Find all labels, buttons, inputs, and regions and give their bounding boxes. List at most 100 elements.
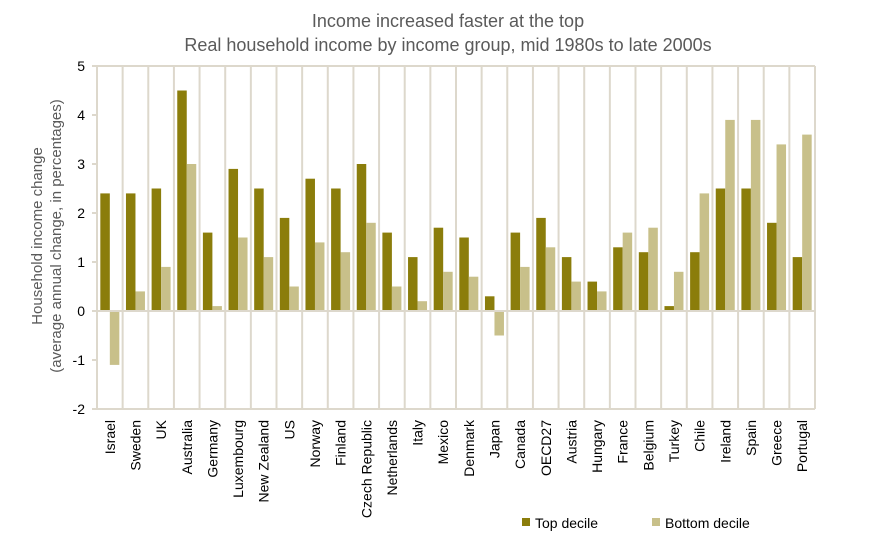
bar-top-decile [561,257,572,311]
bar-top-decile [690,252,700,311]
bar-top-decile [177,90,187,311]
bar-top-decile [587,281,598,311]
bar-top-decile [202,232,213,311]
x-category-label: Israel [102,420,118,454]
bar-bottom-decile [520,266,530,311]
legend-swatch [522,518,530,526]
x-category-label: Denmark [461,419,477,477]
bar-bottom-decile [340,252,351,311]
bar-top-decile [279,217,290,311]
bar-top-decile [510,232,521,311]
bar-top-decile [100,193,110,311]
y-axis-label-line2: (average annual change, in percentages) [48,99,65,373]
bar-bottom-decile [622,232,633,311]
bar-bottom-decile [417,301,428,311]
bar-bottom-decile [750,119,761,312]
x-category-label: Italy [410,420,426,446]
y-tick-label: 5 [77,58,85,74]
bar-top-decile [536,217,546,311]
bar-top-decile [228,168,239,311]
bar-top-decile [331,188,341,311]
bar-bottom-decile [673,271,684,311]
bar-top-decile [433,227,444,311]
bar-bottom-decile [366,222,376,311]
x-category-label: Norway [307,420,323,467]
bar-bottom-decile [443,271,453,311]
bar-bottom-decile [545,247,556,311]
y-tick-label: 0 [77,303,85,319]
x-category-label: Austria [563,420,579,464]
x-category-label: Australia [179,420,195,475]
x-category-label: Japan [486,420,502,458]
x-category-label: OECD27 [538,420,554,476]
x-category-label: Greece [769,420,785,466]
y-tick-labels: -2 -1 0 1 2 3 4 5 [73,58,86,417]
bar-top-decile [767,222,777,311]
x-category-label: Sweden [127,420,143,471]
bar-bottom-decile [186,164,197,311]
y-tick-label: 2 [77,205,85,221]
bar-top-decile [408,257,418,311]
bar-bottom-decile [597,291,607,311]
x-category-label: Portugal [794,420,810,472]
x-category-labels: Israel Sweden UK Australia Germany Luxembourg… [102,419,810,518]
y-tick-label: -2 [73,401,86,417]
bar-bottom-decile [776,144,787,311]
y-tick-label: 4 [77,107,85,123]
y-tick-label: 3 [77,156,85,172]
bar-top-decile [356,164,367,311]
bar-top-decile [382,232,392,311]
bar-top-decile [741,188,751,311]
bar-top-decile [305,178,315,311]
y-axis-label: Household income change (average annual … [29,99,65,373]
bar-bottom-decile [802,134,812,311]
x-category-label: Spain [743,420,759,456]
bar-top-decile [484,296,495,311]
bar-top-decile [715,188,726,311]
x-category-label: Ireland [717,420,733,463]
x-category-label: Netherlands [384,420,400,496]
x-category-label: Czech Republic [358,420,374,518]
bar-bottom-decile [212,306,222,311]
x-category-label: Hungary [589,420,605,473]
bar-bottom-decile [391,286,402,311]
legend-label: Top decile [535,515,598,531]
bar-top-decile [254,188,264,311]
x-category-label: Turkey [666,420,682,462]
x-category-label: Germany [204,420,220,478]
bar-bottom-decile [238,237,248,311]
chart-subtitle: Real household income by income group, m… [184,35,711,55]
x-category-label: Mexico [435,420,451,465]
bar-bottom-decile [135,291,145,311]
gridlines [96,66,816,409]
bar-top-decile [151,188,162,311]
bar-bottom-decile [494,311,504,336]
bar-top-decile [792,257,803,311]
bar-bottom-decile [571,281,581,311]
y-axis-label-line1: Household income change [29,147,46,325]
bar-top-decile [459,237,469,311]
bar-bottom-decile [263,257,274,311]
x-category-label: UK [153,419,169,439]
x-category-label: New Zealand [256,420,272,503]
legend-swatch [652,518,660,526]
bar-bottom-decile [648,227,658,311]
bar-bottom-decile [725,119,735,312]
bar-top-decile [125,193,136,311]
bar-top-decile [664,306,674,311]
bars [100,90,812,365]
x-category-label: France [615,420,631,464]
x-category-label: Luxembourg [230,420,246,498]
x-category-label: Canada [512,420,528,469]
bar-top-decile [638,252,649,311]
x-category-label: Chile [692,420,708,452]
bar-bottom-decile [314,242,325,311]
legend: Top decile Bottom decile [522,515,750,531]
bar-top-decile [613,247,623,311]
chart-title: Income increased faster at the top [312,11,584,31]
bar-bottom-decile [109,311,120,365]
legend-label: Bottom decile [665,515,750,531]
y-tick-label: -1 [73,352,86,368]
bar-bottom-decile [468,276,479,311]
